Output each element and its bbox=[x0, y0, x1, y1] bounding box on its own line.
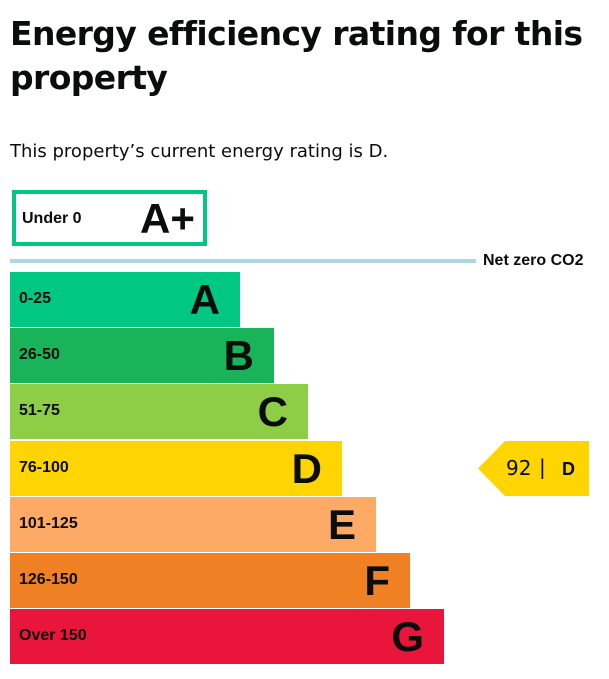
page-title: Energy efficiency rating for this proper… bbox=[10, 14, 583, 97]
band-letter: E bbox=[327, 501, 356, 548]
band-d: 76-100 D bbox=[10, 441, 342, 496]
band-letter: C bbox=[257, 388, 288, 435]
band-a-plus-letter: A+ bbox=[140, 195, 195, 242]
band-letter: F bbox=[364, 557, 390, 604]
band-g: Over 150 G bbox=[10, 609, 444, 664]
rating-summary: This property’s current energy rating is… bbox=[10, 141, 389, 162]
band-b: 26-50 B bbox=[10, 328, 274, 383]
current-rating-score: 92 bbox=[506, 456, 532, 480]
band-range: 0-25 bbox=[19, 290, 52, 307]
net-zero-label: Net zero CO2 bbox=[483, 252, 584, 269]
band-letter: G bbox=[391, 613, 424, 660]
current-rating-marker: 92 | D bbox=[478, 441, 589, 496]
band-range: 51-75 bbox=[19, 402, 60, 419]
arrow-marker-shape bbox=[478, 441, 589, 496]
band-range: 126-150 bbox=[19, 571, 78, 588]
current-rating-letter: D bbox=[562, 459, 575, 479]
band-letter: D bbox=[291, 445, 322, 492]
band-a-plus-range: Under 0 bbox=[22, 210, 82, 227]
band-c: 51-75 C bbox=[10, 384, 308, 439]
band-range: 101-125 bbox=[19, 515, 78, 532]
current-rating-separator: | bbox=[539, 455, 546, 479]
band-range: Over 150 bbox=[19, 627, 87, 644]
band-range: 26-50 bbox=[19, 346, 60, 363]
band-e: 101-125 E bbox=[10, 497, 376, 552]
band-f: 126-150 F bbox=[10, 553, 410, 608]
band-a: 0-25 A bbox=[10, 272, 240, 327]
band-a-plus: Under 0 A+ bbox=[12, 190, 207, 246]
net-zero-line bbox=[10, 259, 476, 263]
band-letter: A bbox=[189, 276, 220, 323]
band-letter: B bbox=[223, 332, 254, 379]
band-range: 76-100 bbox=[19, 459, 69, 476]
